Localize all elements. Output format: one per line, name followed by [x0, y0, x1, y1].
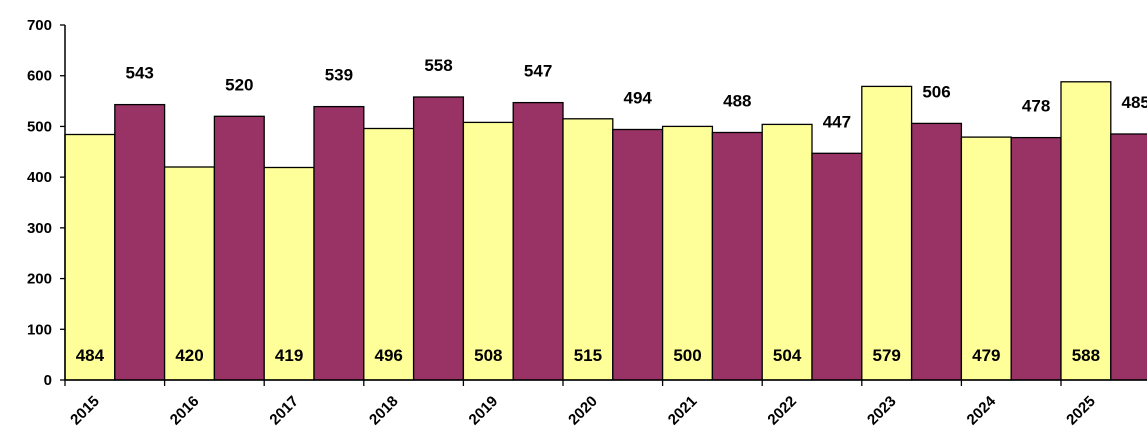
- bar-series1-2018: [363, 127, 415, 381]
- bar-series1-2023: [861, 85, 913, 381]
- y-tick-label-0: 0: [44, 372, 52, 389]
- data-label-series1-2022: 504: [773, 346, 802, 365]
- bars-layer: [64, 81, 1147, 381]
- data-label-series2-2018: 558: [424, 56, 452, 75]
- data-label-series2-2023: 506: [922, 82, 950, 101]
- data-label-series2-2022: 447: [823, 112, 851, 131]
- y-tick-label-400: 400: [27, 169, 52, 186]
- data-label-series1-2023: 579: [873, 346, 901, 365]
- data-label-series1-2018: 496: [375, 346, 403, 365]
- data-label-series2-2017: 539: [325, 66, 353, 85]
- x-tick-label-2019: 2019: [466, 393, 502, 429]
- x-tick-label-2016: 2016: [167, 393, 203, 429]
- data-label-series1-2020: 515: [574, 346, 602, 365]
- x-tick-label-2022: 2022: [764, 393, 800, 429]
- bar-series2-2021: [711, 131, 763, 381]
- bar-series2-2022: [811, 152, 863, 381]
- data-label-series2-2024: 478: [1022, 97, 1050, 116]
- y-tick-label-100: 100: [27, 321, 52, 338]
- bar-series1-2020: [562, 118, 614, 381]
- data-label-series1-2017: 419: [275, 346, 303, 365]
- data-label-series1-2021: 500: [673, 346, 701, 365]
- data-label-series1-2016: 420: [175, 346, 203, 365]
- bar-series2-2023: [910, 122, 963, 381]
- bar-series2-2024: [1010, 136, 1062, 381]
- y-tick-label-300: 300: [27, 220, 52, 237]
- bar-series2-2016: [213, 115, 265, 381]
- data-label-series2-2015: 543: [126, 64, 154, 83]
- data-label-series2-2016: 520: [225, 75, 253, 94]
- x-tick-label-2021: 2021: [665, 393, 701, 429]
- bar-series1-2015: [64, 133, 116, 381]
- y-tick-label-700: 700: [27, 17, 52, 34]
- x-tick-label-2017: 2017: [266, 393, 302, 429]
- x-tick-label-2025: 2025: [1063, 393, 1099, 429]
- bar-series2-2018: [412, 96, 465, 381]
- data-label-series1-2019: 508: [474, 346, 502, 365]
- x-tick-label-2015: 2015: [67, 393, 103, 429]
- x-tick-label-2018: 2018: [366, 393, 402, 429]
- x-tick-label-2020: 2020: [565, 393, 601, 429]
- bar-series2-2015: [114, 103, 166, 381]
- bar-series2-2019: [512, 101, 564, 381]
- x-tick-label-2023: 2023: [864, 393, 900, 429]
- data-label-series1-2015: 484: [76, 346, 105, 365]
- axes-layer: [60, 24, 1147, 386]
- bar-series1-2016: [163, 166, 216, 381]
- data-label-series1-2024: 479: [972, 346, 1000, 365]
- y-tick-label-600: 600: [27, 68, 52, 85]
- data-label-series2-2019: 547: [524, 62, 552, 81]
- y-tick-label-200: 200: [27, 271, 52, 288]
- bar-series1-2022: [761, 123, 813, 381]
- data-label-series1-2025: 588: [1072, 346, 1100, 365]
- bar-series2-2017: [313, 105, 365, 381]
- bar-series1-2019: [462, 121, 514, 381]
- bar-series1-2024: [960, 136, 1012, 381]
- data-label-series2-2021: 488: [723, 92, 751, 111]
- y-tick-label-500: 500: [27, 118, 52, 135]
- data-label-series2-2025: 485: [1122, 93, 1147, 112]
- bar-series2-2020: [612, 128, 664, 381]
- data-label-series2-2020: 494: [624, 89, 653, 108]
- x-tick-label-2024: 2024: [964, 392, 1000, 428]
- bar-series2-2025: [1110, 133, 1147, 381]
- bar-series1-2021: [661, 125, 714, 381]
- bar-series1-2017: [263, 166, 315, 381]
- bar-series1-2025: [1060, 81, 1112, 381]
